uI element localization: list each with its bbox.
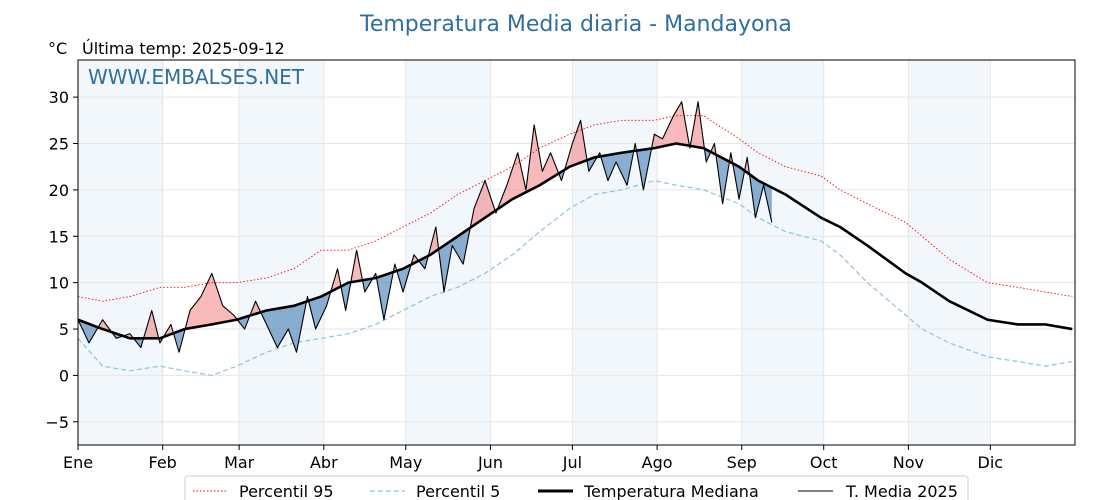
x-tick-label: May [389, 453, 422, 472]
month-bands [78, 60, 991, 445]
above-median-fill [250, 301, 260, 316]
above-median-fill [411, 254, 419, 265]
month-band [239, 60, 324, 445]
above-median-fill [651, 101, 689, 149]
legend-median-label: Temperatura Mediana [583, 482, 759, 500]
legend: Percentil 95 Percentil 5 Temperatura Med… [184, 475, 969, 500]
x-tick-label: Sep [727, 453, 757, 472]
month-band [572, 60, 658, 445]
x-tick-label: Feb [149, 453, 177, 472]
y-tick-label: −5 [45, 413, 69, 432]
below-median-fill [749, 174, 772, 223]
x-tick-label: Nov [893, 453, 924, 472]
x-tick-label: Ene [63, 453, 93, 472]
x-tick-label: Jul [562, 453, 582, 472]
anomaly-fills [79, 101, 772, 353]
below-median-fill [601, 151, 633, 186]
y-tick-label: 15 [49, 227, 69, 246]
x-tick-label: Ago [642, 453, 673, 472]
watermark: WWW.EMBALSES.NET [88, 65, 305, 89]
plot-frame [77, 59, 1076, 446]
legend-p95-label: Percentil 95 [239, 482, 334, 500]
y-tick-label: 20 [49, 181, 69, 200]
legend-p5-label: Percentil 5 [416, 482, 500, 500]
median-line [77, 142, 1073, 340]
y-tick-label: 5 [59, 320, 69, 339]
series-lines [77, 101, 1073, 377]
above-median-fill [351, 250, 363, 283]
temp-2025-line [77, 101, 773, 353]
below-median-fill [363, 278, 372, 292]
above-median-fill [428, 226, 439, 256]
x-tick-label: Jun [477, 453, 503, 472]
below-median-fill [173, 329, 185, 353]
below-median-fill [733, 163, 745, 200]
x-tick-label: Oct [810, 453, 838, 472]
month-band [908, 60, 991, 445]
above-median-fill [98, 319, 111, 332]
y-tick-label: 30 [49, 88, 69, 107]
x-tick-label: Dic [978, 453, 1004, 472]
below-median-fill [308, 291, 331, 330]
last-temp-label: Última temp: 2025-09-12 [82, 39, 285, 58]
above-median-fill [185, 273, 237, 329]
below-median-fill [261, 301, 307, 353]
below-median-fill [636, 148, 651, 190]
x-tick-label: Mar [224, 453, 255, 472]
y-tick-label: 0 [59, 366, 69, 385]
legend-2025-label: T. Media 2025 [845, 482, 958, 500]
x-axis: Ene Feb Mar Abr May Jun Jul Ago Sep Oct Nov Dic [63, 445, 1003, 472]
month-band [741, 60, 824, 445]
above-median-fill [143, 310, 159, 339]
percentile-95-line [77, 115, 1073, 302]
percentile-5-line [77, 180, 1073, 377]
y-axis: −5 0 5 10 15 20 25 30 [45, 88, 78, 432]
y-tick-label: 25 [49, 134, 69, 153]
below-median-fill [717, 155, 729, 204]
below-median-fill [341, 282, 350, 311]
month-band [78, 60, 163, 445]
x-tick-label: Abr [310, 453, 338, 472]
above-median-fill [565, 120, 587, 170]
above-median-fill [729, 152, 733, 164]
unit-label: °C [48, 39, 67, 58]
below-median-fill [377, 272, 393, 320]
above-median-fill [691, 101, 704, 149]
legend-box [184, 475, 969, 500]
y-tick-label: 10 [49, 274, 69, 293]
chart-title: Temperatura Media diaria - Mandayona [359, 12, 792, 37]
above-median-fill [498, 124, 558, 209]
below-median-fill [397, 265, 410, 292]
